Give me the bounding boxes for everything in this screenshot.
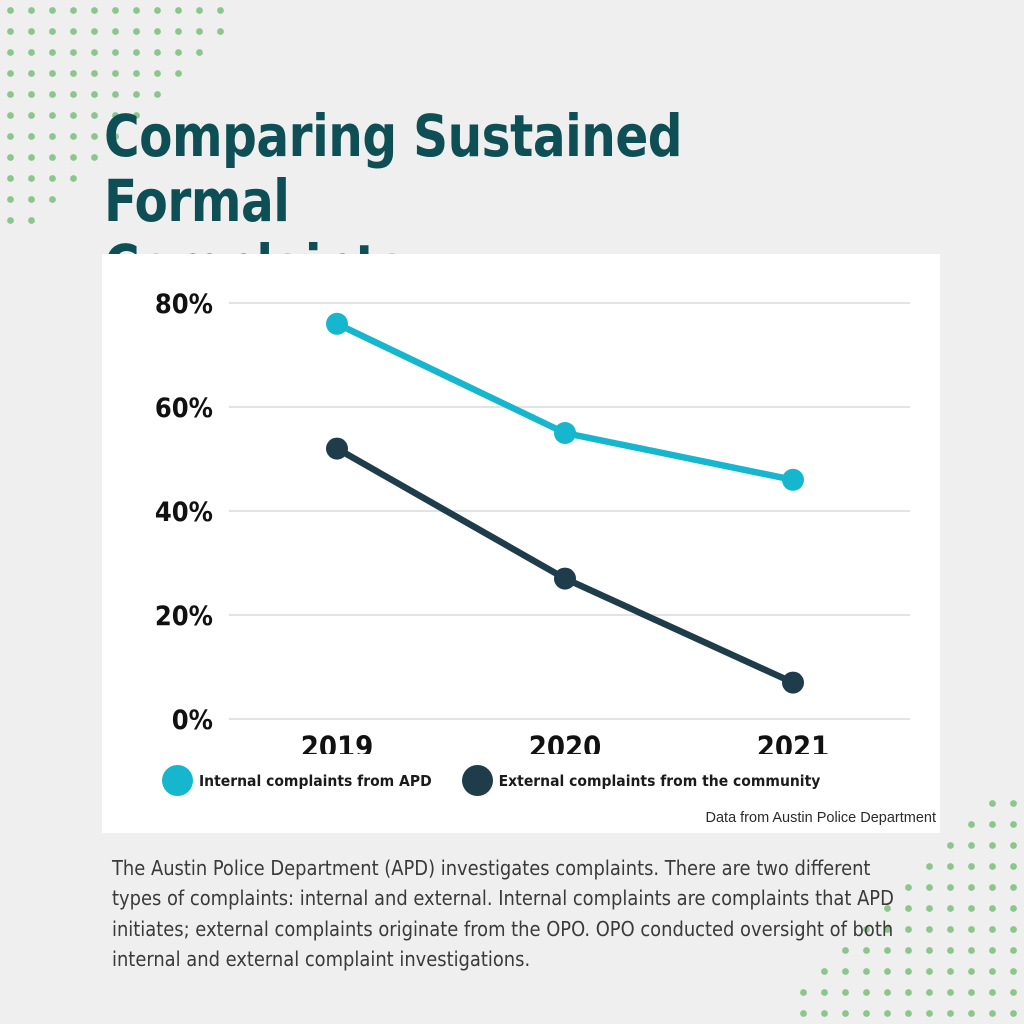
data-point[interactable] [782, 671, 804, 694]
chart-source-note: Data from Austin Police Department [705, 810, 937, 826]
body-paragraph: The Austin Police Department (APD) inves… [112, 856, 894, 971]
x-axis-tick-label: 2021 [757, 730, 830, 754]
legend-item-internal[interactable]: Internal complaints from APD [162, 765, 462, 796]
chart-legend: Internal complaints from APD External co… [162, 765, 850, 796]
y-axis-tick-label: 0% [172, 705, 213, 736]
legend-item-external[interactable]: External complaints from the community [461, 765, 851, 796]
data-point[interactable] [554, 567, 576, 590]
data-point[interactable] [782, 468, 804, 491]
y-axis-tick-label: 80% [155, 289, 213, 320]
data-point[interactable] [326, 312, 348, 335]
legend-label-internal: Internal complaints from APD [199, 771, 432, 790]
y-axis-tick-label: 40% [155, 497, 213, 528]
line-chart-plot: 0% 20% 40% 60% 80% 2019 2020 2021 [102, 254, 940, 754]
series-line-external [333, 445, 797, 686]
y-axis-tick-label: 60% [155, 393, 213, 424]
data-point[interactable] [326, 437, 348, 460]
x-axis-tick-label: 2020 [529, 730, 602, 754]
data-point[interactable] [554, 422, 576, 444]
circle-marker-icon-internal [162, 765, 193, 796]
x-axis-tick-label: 2019 [301, 730, 374, 754]
circle-marker-icon-external [461, 765, 493, 796]
series-line-internal [333, 320, 797, 484]
legend-label-external: External complaints from the community [498, 771, 821, 790]
chart-panel: 0% 20% 40% 60% 80% 2019 2020 2021 Internal comp… [102, 254, 940, 833]
y-axis-tick-label: 20% [155, 601, 213, 632]
